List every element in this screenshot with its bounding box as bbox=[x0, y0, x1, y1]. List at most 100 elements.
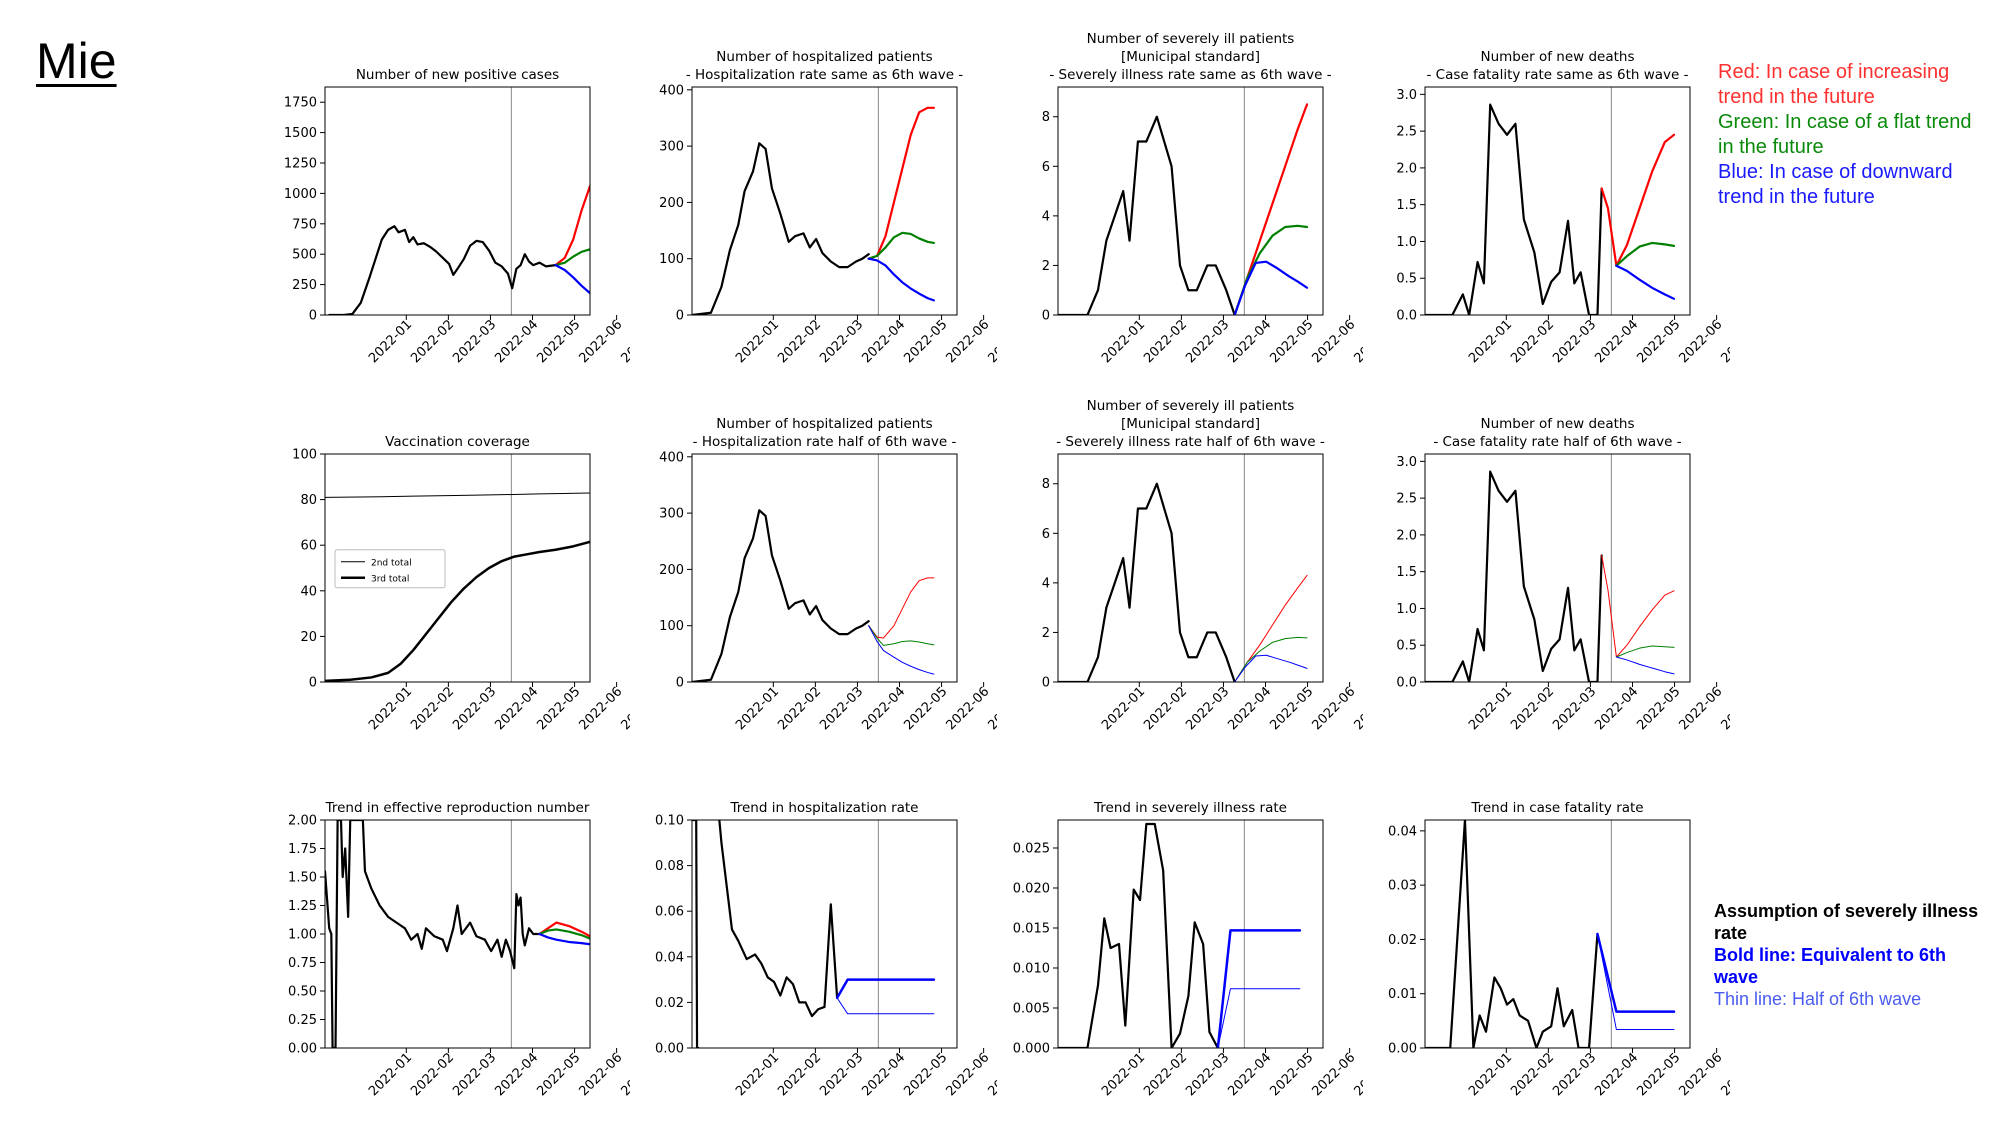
y-tick-label: 0.0 bbox=[1396, 309, 1417, 324]
y-tick-label: 1250 bbox=[284, 157, 317, 172]
series-decrease-line bbox=[1615, 656, 1675, 675]
y-tick-label: 0.50 bbox=[288, 985, 317, 1000]
x-tick-label: 2022-01 bbox=[1099, 1050, 1148, 1099]
x-tick-label: 2022-01 bbox=[733, 317, 782, 366]
y-tick-label: 0.25 bbox=[288, 1013, 317, 1028]
chart-new-cases: Number of new positive cases 0 250 500 750 10… bbox=[284, 67, 630, 366]
series-decrease-line bbox=[554, 264, 590, 295]
x-tick-label: 2022-05 bbox=[1267, 317, 1316, 366]
x-tick-label: 2022-05 bbox=[1634, 684, 1683, 733]
chart-rt: Trend in effective reproduction number 0.… bbox=[288, 800, 630, 1099]
x-tick-label: 2022-02 bbox=[775, 1050, 824, 1099]
chart-deaths-6th: Number of new deaths - Case fatality rate… bbox=[1396, 49, 1730, 366]
chart-severe-6th: Number of severely ill patients [Municipa… bbox=[1042, 31, 1363, 366]
chart-severe-rate: Trend in severely illness rate 0.000 0.005… bbox=[1013, 800, 1363, 1099]
y-tick-label: 8 bbox=[1042, 477, 1050, 492]
x-tick-label: 2022-05 bbox=[1267, 1050, 1316, 1099]
chart-title: Number of new deaths bbox=[1480, 49, 1634, 65]
x-tick-label: 2022-05 bbox=[1267, 684, 1316, 733]
x-tick-label: 2022-02 bbox=[408, 684, 457, 733]
x-tick-label: 2022-03 bbox=[450, 684, 499, 733]
y-tick-label: 0.00 bbox=[288, 1042, 317, 1057]
x-tick-label: 2022-05 bbox=[901, 684, 950, 733]
y-tick-label: 0.10 bbox=[655, 814, 684, 829]
x-tick-label: 2022-04 bbox=[859, 317, 908, 366]
x-tick-label: 2022-01 bbox=[1466, 684, 1515, 733]
series-decrease-line bbox=[867, 257, 935, 302]
x-tick-label: 2022-05 bbox=[534, 684, 583, 733]
chart-title: Number of hospitalized patients bbox=[716, 49, 932, 65]
x-tick-label: 2022-02 bbox=[1508, 684, 1557, 733]
x-tick-label: 2022-04 bbox=[859, 684, 908, 733]
x-tick-label: 2022-03 bbox=[450, 317, 499, 366]
series-increase-line bbox=[538, 921, 590, 938]
y-tick-label: 0.000 bbox=[1013, 1042, 1050, 1057]
plot-frame bbox=[1057, 86, 1324, 316]
x-tick-label: 2022-03 bbox=[817, 1050, 866, 1099]
series-increase-line bbox=[1234, 574, 1308, 682]
y-tick-label: 0.010 bbox=[1013, 962, 1050, 977]
y-tick-label: 0 bbox=[309, 309, 317, 324]
y-tick-label: 300 bbox=[659, 140, 684, 155]
x-tick-label: 2022-02 bbox=[1141, 1050, 1190, 1099]
x-tick-label: 2022-03 bbox=[817, 317, 866, 366]
x-tick-label: 2022-02 bbox=[1141, 684, 1190, 733]
series-decrease-line bbox=[538, 932, 590, 946]
x-tick-label: 2022-05 bbox=[901, 1050, 950, 1099]
x-tick-label: 2022-04 bbox=[1225, 1050, 1274, 1099]
chart-title: Number of new positive cases bbox=[356, 67, 559, 83]
y-tick-label: 1750 bbox=[284, 96, 317, 111]
scenario-legend: Red: In case of increasing trend in the … bbox=[1718, 60, 1988, 210]
series-flat-line bbox=[538, 928, 590, 940]
chart-title: Number of hospitalized patients bbox=[716, 416, 932, 432]
series-actual-line bbox=[1058, 482, 1236, 682]
legend-red-text: Red: In case of increasing trend in the … bbox=[1718, 61, 1950, 108]
assumption-title: Assumption of severely illness rate bbox=[1714, 901, 1979, 943]
x-tick-label: 2022-04 bbox=[1592, 684, 1641, 733]
x-tick-label: 2022-03 bbox=[1183, 684, 1232, 733]
chart-title: - Case fatality rate half of 6th wave - bbox=[1433, 434, 1681, 450]
x-tick-label: 2022-01 bbox=[366, 1050, 415, 1099]
legend-label: 3rd total bbox=[371, 574, 409, 584]
x-tick-label: 2022-01 bbox=[366, 684, 415, 733]
x-tick-label: 2022-02 bbox=[1508, 317, 1557, 366]
series-increase-line bbox=[1601, 554, 1675, 658]
series-increase-line bbox=[1600, 133, 1676, 267]
y-tick-label: 1.50 bbox=[288, 871, 317, 886]
y-tick-label: 0.020 bbox=[1013, 882, 1050, 897]
y-tick-label: 0 bbox=[1042, 676, 1050, 691]
series-flat-line bbox=[1233, 224, 1309, 315]
chart-title: Trend in hospitalization rate bbox=[729, 800, 918, 816]
chart-title: - Severely illness rate half of 6th wave… bbox=[1056, 434, 1325, 450]
y-tick-label: 2.0 bbox=[1396, 161, 1417, 176]
y-tick-label: 4 bbox=[1042, 209, 1050, 224]
y-tick-label: 0.08 bbox=[655, 859, 684, 874]
y-tick-label: 100 bbox=[292, 448, 317, 463]
x-tick-label: 2022-01 bbox=[366, 317, 415, 366]
x-tick-label: 2022-02 bbox=[1508, 1050, 1557, 1099]
x-tick-label: 2022-06 bbox=[1676, 317, 1725, 366]
y-tick-label: 750 bbox=[292, 217, 317, 232]
chart-title: Trend in effective reproduction number bbox=[325, 800, 590, 816]
x-tick-label: 2022-04 bbox=[1592, 317, 1641, 366]
series-flat-line bbox=[1234, 636, 1308, 682]
y-tick-label: 0.01 bbox=[1388, 987, 1417, 1002]
chart-deaths-half: Number of new deaths - Case fatality rate… bbox=[1396, 416, 1730, 733]
y-tick-label: 0 bbox=[309, 676, 317, 691]
y-tick-label: 250 bbox=[292, 278, 317, 293]
assumption-note: Assumption of severely illness rate Bold… bbox=[1714, 900, 1994, 1010]
y-tick-label: 1.5 bbox=[1396, 565, 1417, 580]
x-tick-label: 2022-04 bbox=[492, 317, 541, 366]
y-tick-label: 2.00 bbox=[288, 814, 317, 829]
y-tick-label: 2.5 bbox=[1396, 125, 1417, 140]
y-tick-label: 0 bbox=[676, 676, 684, 691]
y-tick-label: 200 bbox=[659, 196, 684, 211]
plot-frame bbox=[691, 86, 958, 316]
chart-title: - Hospitalization rate same as 6th wave … bbox=[686, 67, 963, 83]
chart-hosp-half: Number of hospitalized patients - Hospita… bbox=[659, 416, 997, 733]
x-tick-label: 2022-02 bbox=[775, 684, 824, 733]
chart-title: [Municipal standard] bbox=[1121, 49, 1260, 65]
series-decrease-line bbox=[868, 625, 935, 675]
x-tick-label: 2022-02 bbox=[408, 317, 457, 366]
series-decrease-line bbox=[1596, 933, 1675, 1031]
